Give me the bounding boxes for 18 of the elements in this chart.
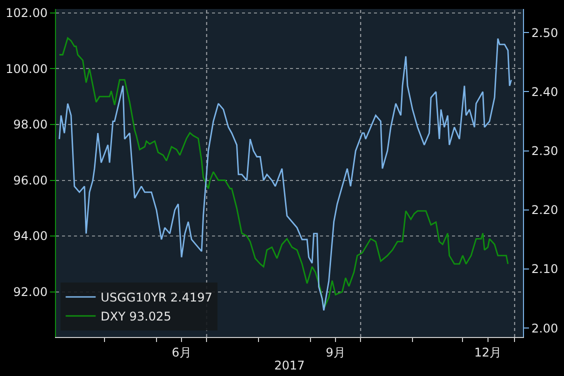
y-tick-label: 100.00	[6, 62, 48, 76]
y-tick-label: 102.00	[6, 6, 48, 20]
y2-tick-label: 2.40	[531, 84, 558, 99]
y2-tick-label: 2.00	[531, 321, 558, 336]
x-axis-title: 2017	[274, 358, 305, 372]
x-tick-label: 6月	[172, 345, 192, 360]
y-tick-label: 98.00	[13, 118, 48, 132]
y2-tick-label: 2.30	[531, 144, 558, 158]
x-tick-label: 9月	[326, 345, 346, 360]
y-tick-label: 94.00	[13, 229, 48, 244]
y2-tick-label: 2.50	[531, 26, 558, 40]
y-tick-label: 92.00	[13, 285, 48, 300]
legend-label: DXY 93.025	[100, 310, 172, 324]
legend-label: USGG10YR 2.4197	[100, 290, 212, 305]
y2-tick-label: 2.20	[531, 203, 558, 218]
y-tick-label: 96.00	[13, 173, 48, 188]
y2-tick-label: 2.10	[531, 262, 558, 276]
x-tick-label: 12月	[474, 345, 502, 360]
